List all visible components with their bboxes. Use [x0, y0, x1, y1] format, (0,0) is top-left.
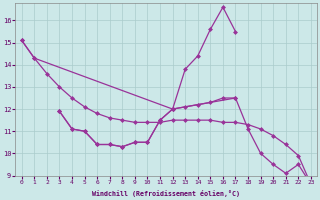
X-axis label: Windchill (Refroidissement éolien,°C): Windchill (Refroidissement éolien,°C) — [92, 190, 240, 197]
